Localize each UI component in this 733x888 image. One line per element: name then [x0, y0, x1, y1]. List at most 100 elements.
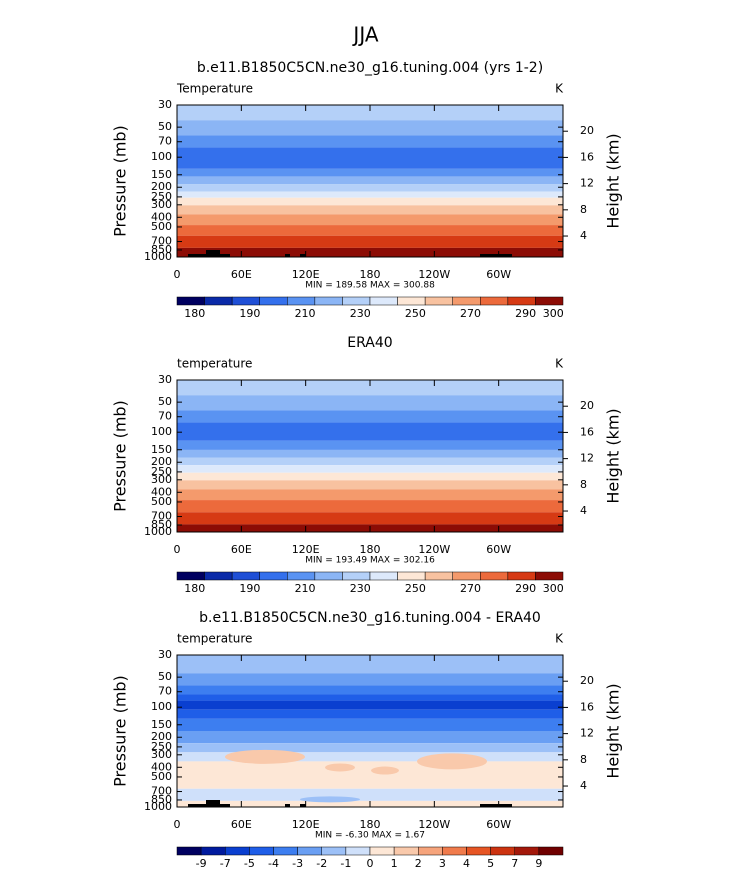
units-label: K	[555, 632, 564, 646]
contour-band	[177, 168, 563, 177]
contour-band	[177, 147, 563, 169]
colorbar-label: 270	[460, 582, 481, 595]
y2-tick-label: 12	[580, 452, 594, 465]
colorbar-box	[369, 846, 395, 856]
y2-tick-label: 4	[580, 504, 587, 517]
y-tick-label: 30	[158, 648, 172, 661]
contour-band	[177, 752, 563, 762]
y-tick-label: 300	[151, 198, 172, 211]
contour-band	[177, 176, 563, 185]
y-tick-label: 850	[151, 518, 172, 531]
colorbar-label: 250	[405, 582, 426, 595]
colorbar-box	[424, 296, 453, 306]
colorbar-box	[507, 296, 536, 306]
colorbar-box	[200, 846, 226, 856]
x-tick-label: 120W	[418, 818, 450, 831]
y-tick-label: 30	[158, 373, 172, 386]
colorbar-label: 250	[405, 307, 426, 320]
colorbar-box	[480, 571, 509, 581]
y-tick-label: 150	[151, 168, 172, 181]
colorbar-box	[507, 571, 536, 581]
colorbar-box	[535, 296, 564, 306]
contour-band	[177, 788, 563, 801]
colorbar-box	[535, 571, 564, 581]
colorbar-label: -7	[220, 857, 231, 870]
min-max: MIN = 189.58 MAX = 300.88	[305, 281, 435, 291]
colorbar-box	[452, 296, 481, 306]
x-tick-label: 60W	[486, 268, 511, 281]
colorbar-label: 3	[439, 857, 446, 870]
contour-band	[177, 440, 563, 450]
colorbar-box	[259, 296, 288, 306]
colorbar-box	[314, 571, 343, 581]
colorbar-box	[345, 846, 371, 856]
colorbar-label: 190	[239, 307, 260, 320]
colorbar-box	[397, 296, 426, 306]
x-tick-label: 60E	[231, 543, 252, 556]
colorbar-label: 290	[515, 582, 536, 595]
y-tick-label: 70	[158, 410, 172, 423]
y-tick-label: 150	[151, 443, 172, 456]
colorbar-box	[287, 296, 316, 306]
contour-band	[177, 395, 563, 411]
min-max: MIN = -6.30 MAX = 1.67	[315, 831, 425, 841]
contour-band	[177, 191, 563, 198]
field-label: temperature	[177, 632, 252, 646]
y-tick-label: 400	[151, 210, 172, 223]
y-tick-label: 100	[151, 425, 172, 438]
colorbar-label: 0	[367, 857, 374, 870]
colorbar-box	[466, 846, 491, 856]
y-tick-label: 100	[151, 150, 172, 163]
y-tick-label: 400	[151, 485, 172, 498]
y2-tick-label: 8	[580, 478, 587, 491]
contour-band	[177, 205, 563, 215]
y-tick-label: 850	[151, 243, 172, 256]
x-tick-label: 180	[360, 818, 381, 831]
x-tick-label: 120W	[418, 268, 450, 281]
field-label: temperature	[177, 357, 252, 371]
y-axis-title: Pressure (mb)	[111, 125, 130, 237]
contour-band	[177, 449, 563, 458]
y-tick-label: 500	[151, 770, 172, 783]
contour-band	[177, 761, 563, 789]
colorbar-label: 190	[239, 582, 260, 595]
colorbar-box	[369, 571, 398, 581]
y-tick-label: 400	[151, 760, 172, 773]
y-tick-label: 850	[151, 793, 172, 806]
y2-tick-label: 8	[580, 203, 587, 216]
contour-band	[177, 184, 563, 192]
colorbar-box	[249, 846, 274, 856]
colorbar-box	[397, 571, 426, 581]
colorbar-box	[225, 846, 250, 856]
colorbar-box	[231, 571, 260, 581]
y-axis-title: Pressure (mb)	[111, 675, 130, 787]
y2-tick-label: 20	[580, 674, 594, 687]
colorbar-box	[538, 846, 564, 856]
y-tick-label: 50	[158, 670, 172, 683]
x-tick-label: 60E	[231, 268, 252, 281]
colorbar-label: 270	[460, 307, 481, 320]
contour-band	[177, 743, 563, 753]
colorbar-label: -9	[196, 857, 207, 870]
x-tick-label: 120E	[292, 543, 320, 556]
colorbar-label: -1	[340, 857, 351, 870]
contour-band	[177, 685, 563, 695]
colorbar-box	[342, 571, 371, 581]
y2-tick-label: 4	[580, 779, 587, 792]
colorbar-box	[259, 571, 288, 581]
colorbar-box	[287, 571, 316, 581]
y-tick-label: 250	[151, 190, 172, 203]
contour-band	[177, 457, 563, 466]
x-tick-label: 0	[174, 268, 181, 281]
colorbar-label: 1	[391, 857, 398, 870]
y-tick-label: 200	[151, 455, 172, 468]
contour-blob	[371, 766, 399, 775]
units-label: K	[555, 82, 564, 96]
y-tick-label: 700	[151, 510, 172, 523]
field-label: Temperature	[176, 82, 253, 96]
contour-blob	[325, 763, 355, 772]
terrain	[206, 800, 220, 807]
contour-band	[177, 225, 563, 236]
x-tick-label: 60W	[486, 543, 511, 556]
contour-blob	[417, 753, 487, 770]
